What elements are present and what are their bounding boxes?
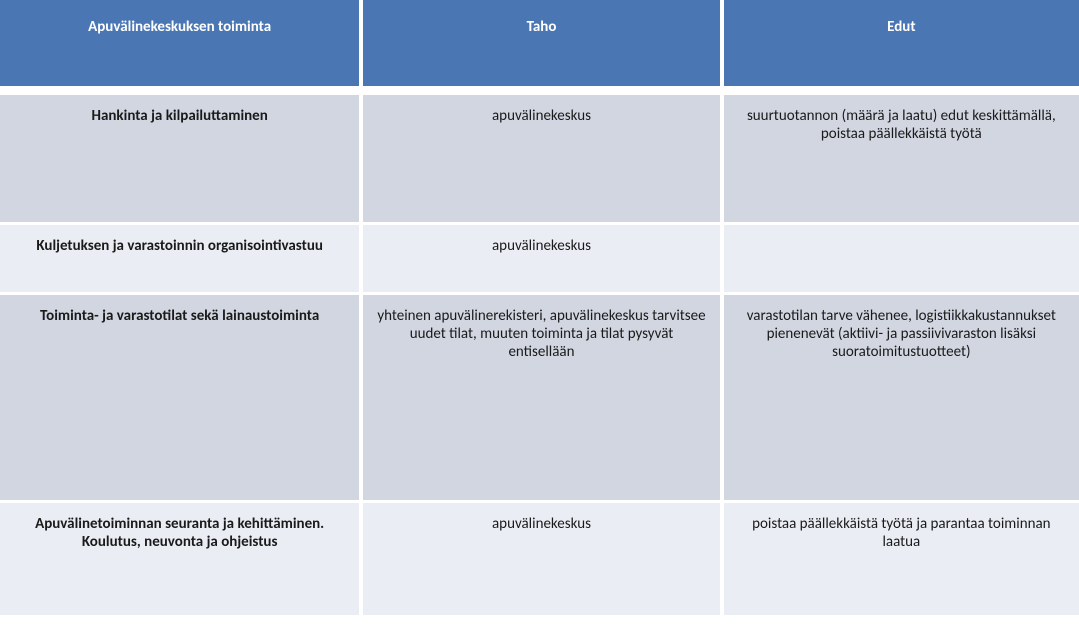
cell-party: yhteinen apuvälinerekisteri, apuvälineke…	[359, 292, 719, 500]
cell-party: apuvälinekeskus	[359, 222, 719, 292]
cell-benefits: poistaa päällekkäistä työtä ja parantaa …	[720, 500, 1079, 615]
cell-activity: Apuvälinetoiminnan seuranta ja kehittämi…	[0, 500, 359, 615]
table-row: Kuljetuksen ja varastoinnin organisointi…	[0, 222, 1079, 292]
cell-party: apuvälinekeskus	[359, 92, 719, 222]
main-table: Apuvälinekeskuksen toiminta Taho Edut Ha…	[0, 0, 1079, 615]
col-header-benefits: Edut	[720, 0, 1079, 92]
cell-benefits: suurtuotannon (määrä ja laatu) edut kesk…	[720, 92, 1079, 222]
cell-benefits: varastotilan tarve vähenee, logistiikkak…	[720, 292, 1079, 500]
cell-party: apuvälinekeskus	[359, 500, 719, 615]
col-header-party: Taho	[359, 0, 719, 92]
cell-activity: Hankinta ja kilpailuttaminen	[0, 92, 359, 222]
cell-activity: Kuljetuksen ja varastoinnin organisointi…	[0, 222, 359, 292]
table-row: Hankinta ja kilpailuttaminen apuvälineke…	[0, 92, 1079, 222]
table-row: Toiminta- ja varastotilat sekä lainausto…	[0, 292, 1079, 500]
col-header-activity: Apuvälinekeskuksen toiminta	[0, 0, 359, 92]
cell-benefits	[720, 222, 1079, 292]
table-row: Apuvälinetoiminnan seuranta ja kehittämi…	[0, 500, 1079, 615]
cell-activity: Toiminta- ja varastotilat sekä lainausto…	[0, 292, 359, 500]
table-header-row: Apuvälinekeskuksen toiminta Taho Edut	[0, 0, 1079, 92]
